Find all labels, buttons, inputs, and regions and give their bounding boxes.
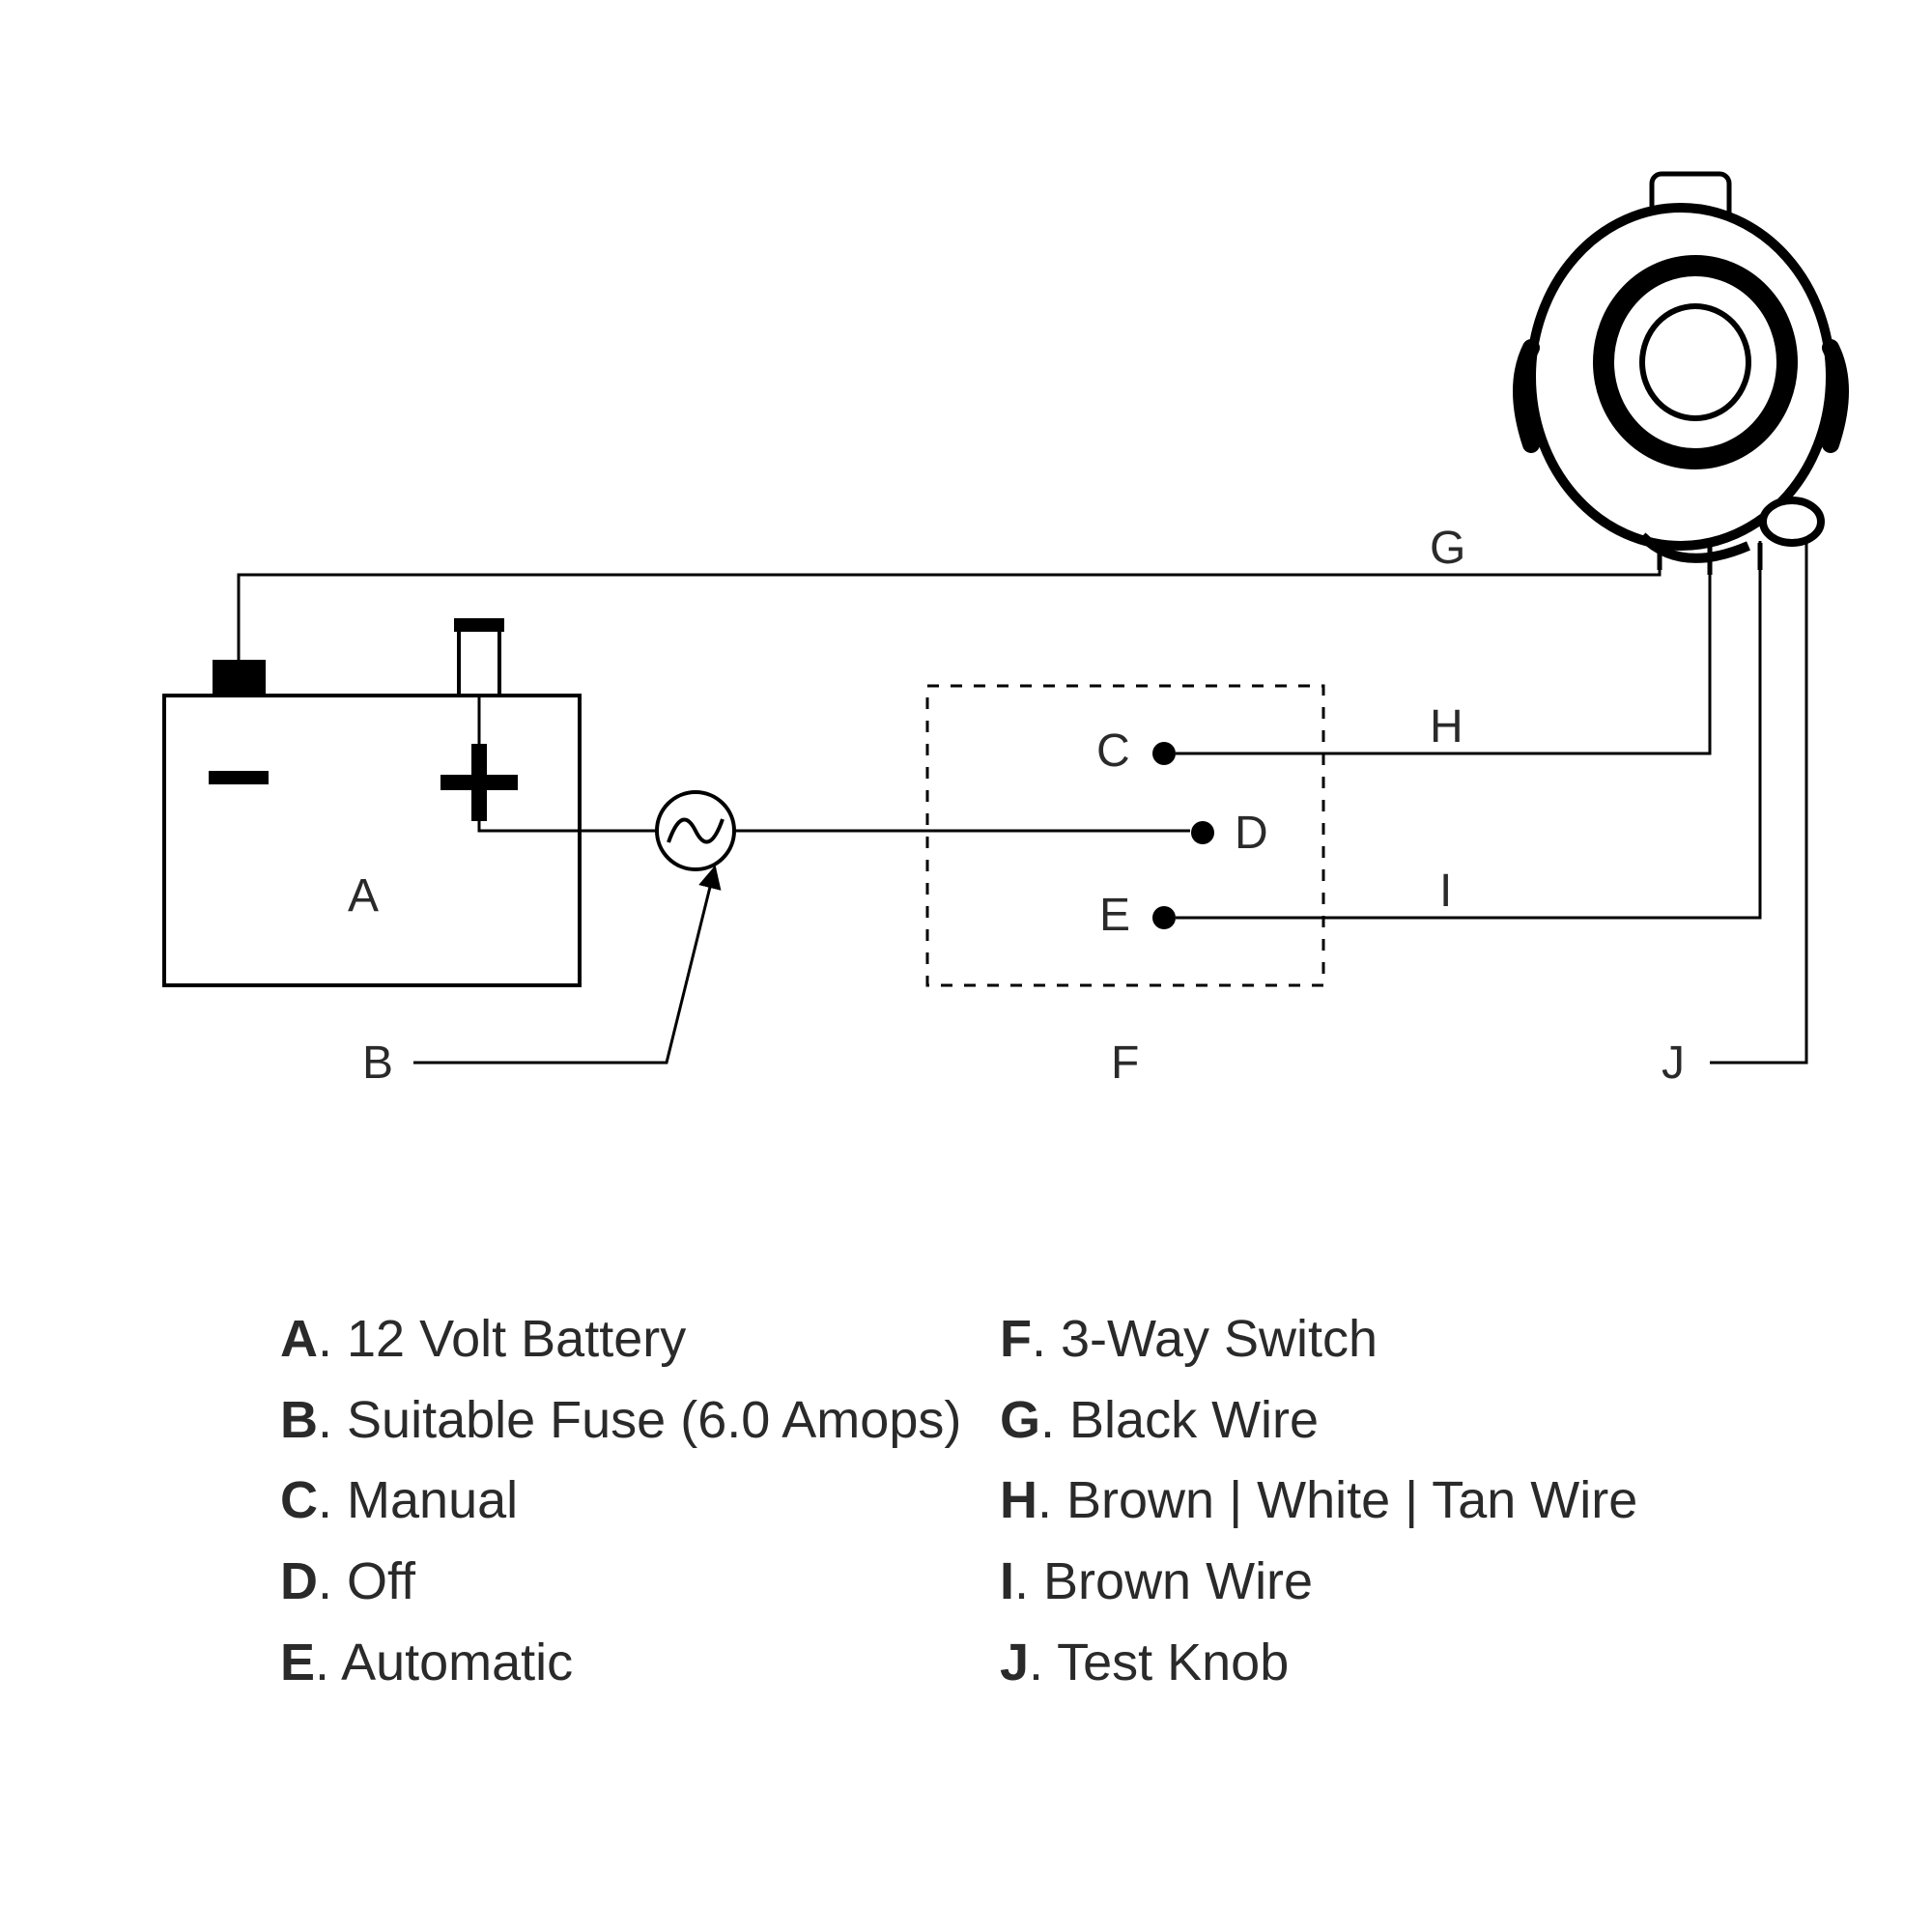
legend-row: I. Brown Wire (1000, 1542, 1637, 1623)
legend-text: Brown | White | Tan Wire (1066, 1471, 1637, 1529)
pointer-b (413, 867, 715, 1063)
legend-row: C. Manual (280, 1461, 961, 1542)
legend-text: 3-Way Switch (1061, 1310, 1378, 1368)
legend-text: Black Wire (1069, 1391, 1319, 1449)
legend-row: F. 3-Way Switch (1000, 1299, 1637, 1380)
battery-pos-cap (454, 618, 504, 632)
battery-neg-terminal (213, 660, 266, 696)
legend-text: Manual (347, 1471, 518, 1529)
label-a: A (348, 869, 379, 923)
legend-text: Brown Wire (1043, 1552, 1313, 1610)
label-d: D (1235, 807, 1268, 860)
legend-row: G. Black Wire (1000, 1380, 1637, 1462)
label-e: E (1099, 889, 1130, 942)
diagram-canvas: A B C D E F G H I J A. 12 Volt Battery B… (0, 0, 1932, 1932)
switch-terminal-e (1152, 906, 1176, 929)
label-b: B (362, 1037, 393, 1090)
legend-row: A. 12 Volt Battery (280, 1299, 961, 1380)
legend-key: C (280, 1471, 318, 1529)
legend-key: E (280, 1634, 315, 1691)
label-f: F (1111, 1037, 1139, 1090)
legend-row: H. Brown | White | Tan Wire (1000, 1461, 1637, 1542)
legend-text: 12 Volt Battery (347, 1310, 686, 1368)
battery-body (164, 696, 580, 985)
legend-row: E. Automatic (280, 1623, 961, 1704)
label-g: G (1430, 522, 1465, 575)
pump-assembly (1521, 174, 1840, 575)
legend-text: Off (347, 1552, 415, 1610)
legend-key: H (1000, 1471, 1037, 1529)
label-j: J (1662, 1037, 1685, 1090)
legend-text: Automatic (341, 1634, 573, 1691)
wire-pos-to-fuse (479, 696, 657, 831)
legend-key: B (280, 1391, 318, 1449)
label-c: C (1096, 724, 1130, 778)
legend-row: B. Suitable Fuse (6.0 Amops) (280, 1380, 961, 1462)
test-knob (1763, 500, 1821, 543)
legend-row: J. Test Knob (1000, 1623, 1637, 1704)
legend-key: A (280, 1310, 318, 1368)
legend-key: D (280, 1552, 318, 1610)
label-i: I (1439, 865, 1452, 918)
fuse-wave (668, 819, 723, 842)
battery-minus-sign (209, 771, 269, 784)
wire-i (1176, 541, 1760, 918)
switch-terminal-d (1191, 821, 1214, 844)
switch-terminal-c (1152, 742, 1176, 765)
legend-text: Suitable Fuse (6.0 Amops) (347, 1391, 961, 1449)
label-h: H (1430, 700, 1463, 753)
pointer-j (1710, 536, 1806, 1063)
legend-row: D. Off (280, 1542, 961, 1623)
legend-key: I (1000, 1552, 1014, 1610)
legend-key: J (1000, 1634, 1029, 1691)
legend-key: G (1000, 1391, 1040, 1449)
legend-left: A. 12 Volt Battery B. Suitable Fuse (6.0… (280, 1299, 961, 1703)
legend-right: F. 3-Way Switch G. Black Wire H. Brown |… (1000, 1299, 1637, 1703)
legend-text: Test Knob (1057, 1634, 1289, 1691)
battery-pos-terminal (459, 626, 499, 696)
legend-key: F (1000, 1310, 1032, 1368)
